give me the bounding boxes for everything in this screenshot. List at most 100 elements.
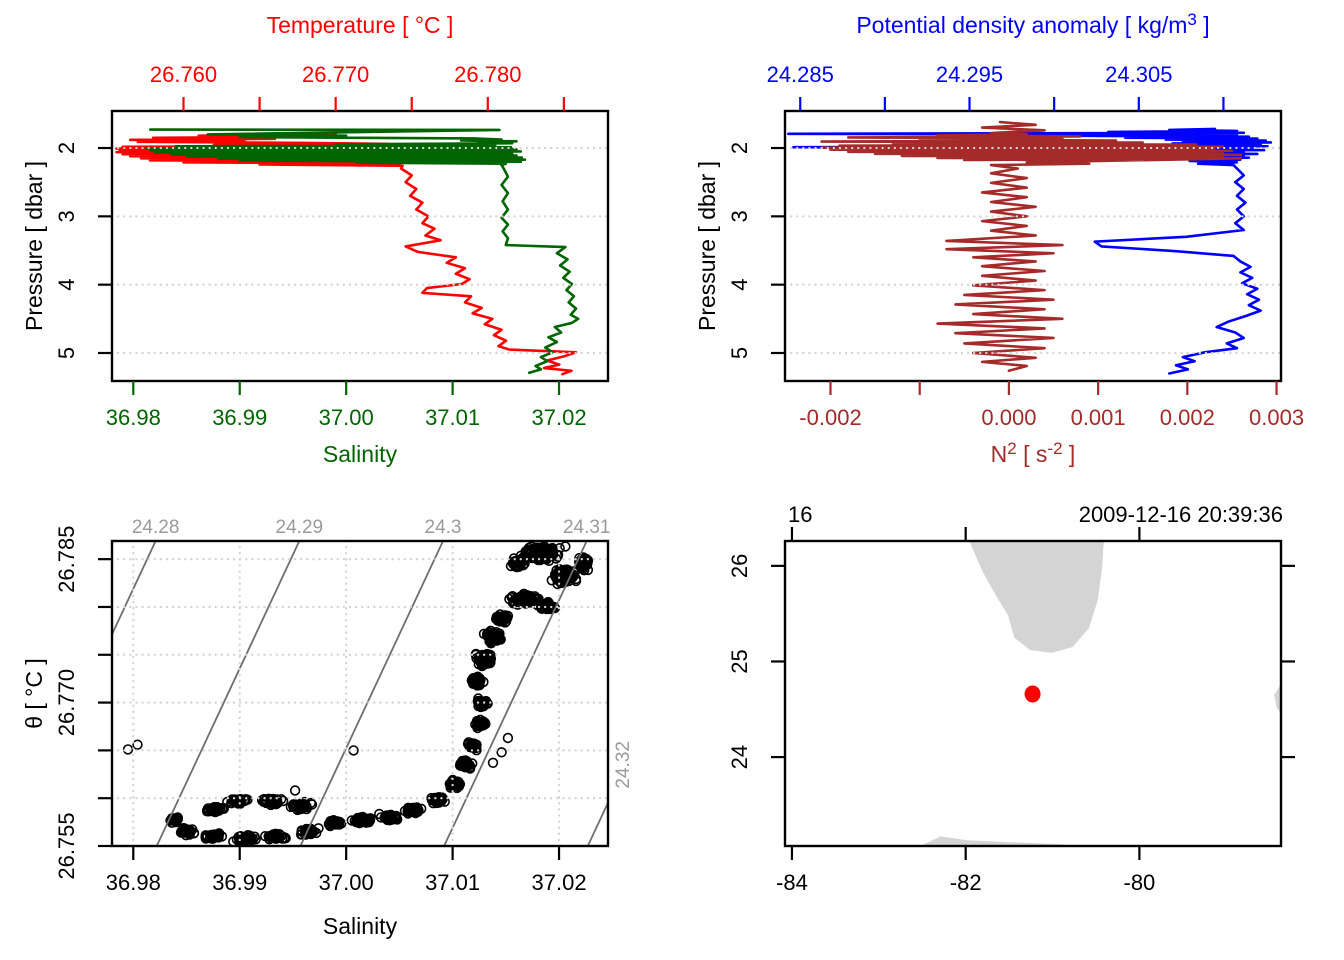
ts-point (480, 695, 492, 707)
axis-title: Salinity (323, 441, 398, 467)
ts-point (332, 818, 343, 830)
ts-point (560, 541, 571, 552)
ts-point (336, 818, 347, 829)
ts-point (487, 757, 499, 768)
tick-label: 26.770 (302, 62, 369, 87)
ts-point (229, 794, 240, 805)
potential-density-anomaly-curve (787, 127, 1273, 375)
tick-label: 36.99 (212, 405, 267, 430)
axis-title: N2 [ s-2 ] (991, 439, 1076, 467)
ts-point (551, 571, 562, 583)
cuba-land (920, 836, 1085, 846)
ts-point (271, 794, 283, 805)
ts-point (517, 593, 529, 605)
station-marker (1024, 685, 1041, 703)
theta-axis: 26.755 26.770 26.785 θ [ °C ] (21, 526, 112, 880)
tick-label: 37.00 (319, 405, 374, 430)
tick-label: 0.003 (1249, 405, 1304, 430)
tick-label: 3 (54, 210, 79, 222)
tick-label: 26 (727, 554, 752, 578)
tick-label: 4 (727, 279, 752, 291)
tick-label: 37.00 (319, 870, 374, 895)
salinity-curve (144, 128, 580, 375)
isopycnal-line (586, 802, 609, 847)
ts-point (404, 803, 416, 815)
isopycnal-line (443, 540, 588, 847)
ts-point (289, 785, 301, 796)
salinity-axis: 36.98 36.99 37.00 37.01 37.02 Salinity (106, 381, 587, 467)
tick-label: 36.98 (106, 405, 161, 430)
tick-label: 37.02 (532, 870, 587, 895)
tick-label: 0.001 (1071, 405, 1126, 430)
n2-axis: -0.002 0.000 0.001 0.002 0.003 N2 [ s-2 ] (799, 381, 1304, 467)
tick-label: 5 (727, 347, 752, 359)
tick-label: -84 (776, 870, 808, 895)
axis-title: Potential density anomaly [ kg/m3 ] (856, 10, 1209, 38)
tick-label: 2 (54, 142, 79, 154)
ts-point (390, 810, 402, 822)
ts-point (473, 678, 484, 689)
ts-point (242, 794, 253, 805)
ts-point (331, 817, 342, 829)
ts-point (540, 544, 552, 556)
ts-point (278, 795, 289, 807)
ts-point (226, 797, 237, 808)
cast-datetime: 2009-12-16 20:39:36 (1079, 502, 1283, 527)
tick-label: 36.99 (212, 870, 267, 895)
ts-point (528, 545, 539, 556)
ts-point (474, 676, 486, 687)
ts-point (207, 833, 218, 844)
ts-point (188, 827, 200, 839)
tick-label: 37.01 (425, 870, 480, 895)
latitude-axis: 24 25 26 (727, 554, 1295, 769)
ts-point (200, 831, 211, 843)
longitude-axis: -84 -82 -80 (776, 527, 1155, 895)
ts-scatter (122, 541, 594, 847)
tick-label: 37.01 (425, 405, 480, 430)
isopycnal-label: 24.31 (563, 517, 611, 538)
ts-point (515, 595, 527, 606)
ts-point (458, 758, 470, 770)
ts-point (552, 578, 563, 590)
station-number: 16 (788, 502, 812, 527)
isopycnal-label: 24.28 (132, 517, 180, 538)
map-frame (783, 539, 1283, 848)
tick-label: 24.295 (936, 62, 1003, 87)
ts-point (472, 716, 483, 727)
ts-point (268, 797, 279, 809)
axis-title: Temperature [ °C ] (267, 12, 454, 38)
isopycnal-line (299, 540, 444, 847)
tick-label: 24 (727, 745, 752, 769)
tick-label: -82 (950, 870, 982, 895)
buoyancy-frequency-squared-curve (820, 120, 1243, 373)
ts-point (496, 747, 507, 758)
ts-point (375, 812, 387, 823)
ts-point (183, 828, 194, 839)
tick-label: -0.002 (799, 405, 861, 430)
ts-point (210, 806, 221, 818)
bahamas-land (1274, 684, 1281, 715)
tick-label: 26.770 (54, 669, 79, 736)
ts-point (502, 610, 514, 622)
density-axis: 24.285 24.295 24.305 Potential density anom… (767, 10, 1225, 111)
tick-label: 26.785 (54, 526, 79, 593)
pressure-axis: 2 3 4 5 Pressure [ dbar ] (21, 142, 112, 359)
ts-point (212, 805, 223, 816)
axis-title: Pressure [ dbar ] (694, 161, 720, 331)
ts-point (547, 542, 558, 554)
tick-label: 24.305 (1105, 62, 1172, 87)
tick-label: 0.002 (1160, 405, 1215, 430)
ts-point (535, 546, 546, 557)
ts-point (296, 826, 307, 837)
ts-point (386, 811, 398, 823)
ts-point (270, 833, 281, 844)
ts-point (506, 592, 517, 603)
ts-point (234, 834, 245, 846)
ts-point (470, 719, 481, 730)
ts-point (511, 557, 523, 568)
ts-point (249, 831, 260, 842)
